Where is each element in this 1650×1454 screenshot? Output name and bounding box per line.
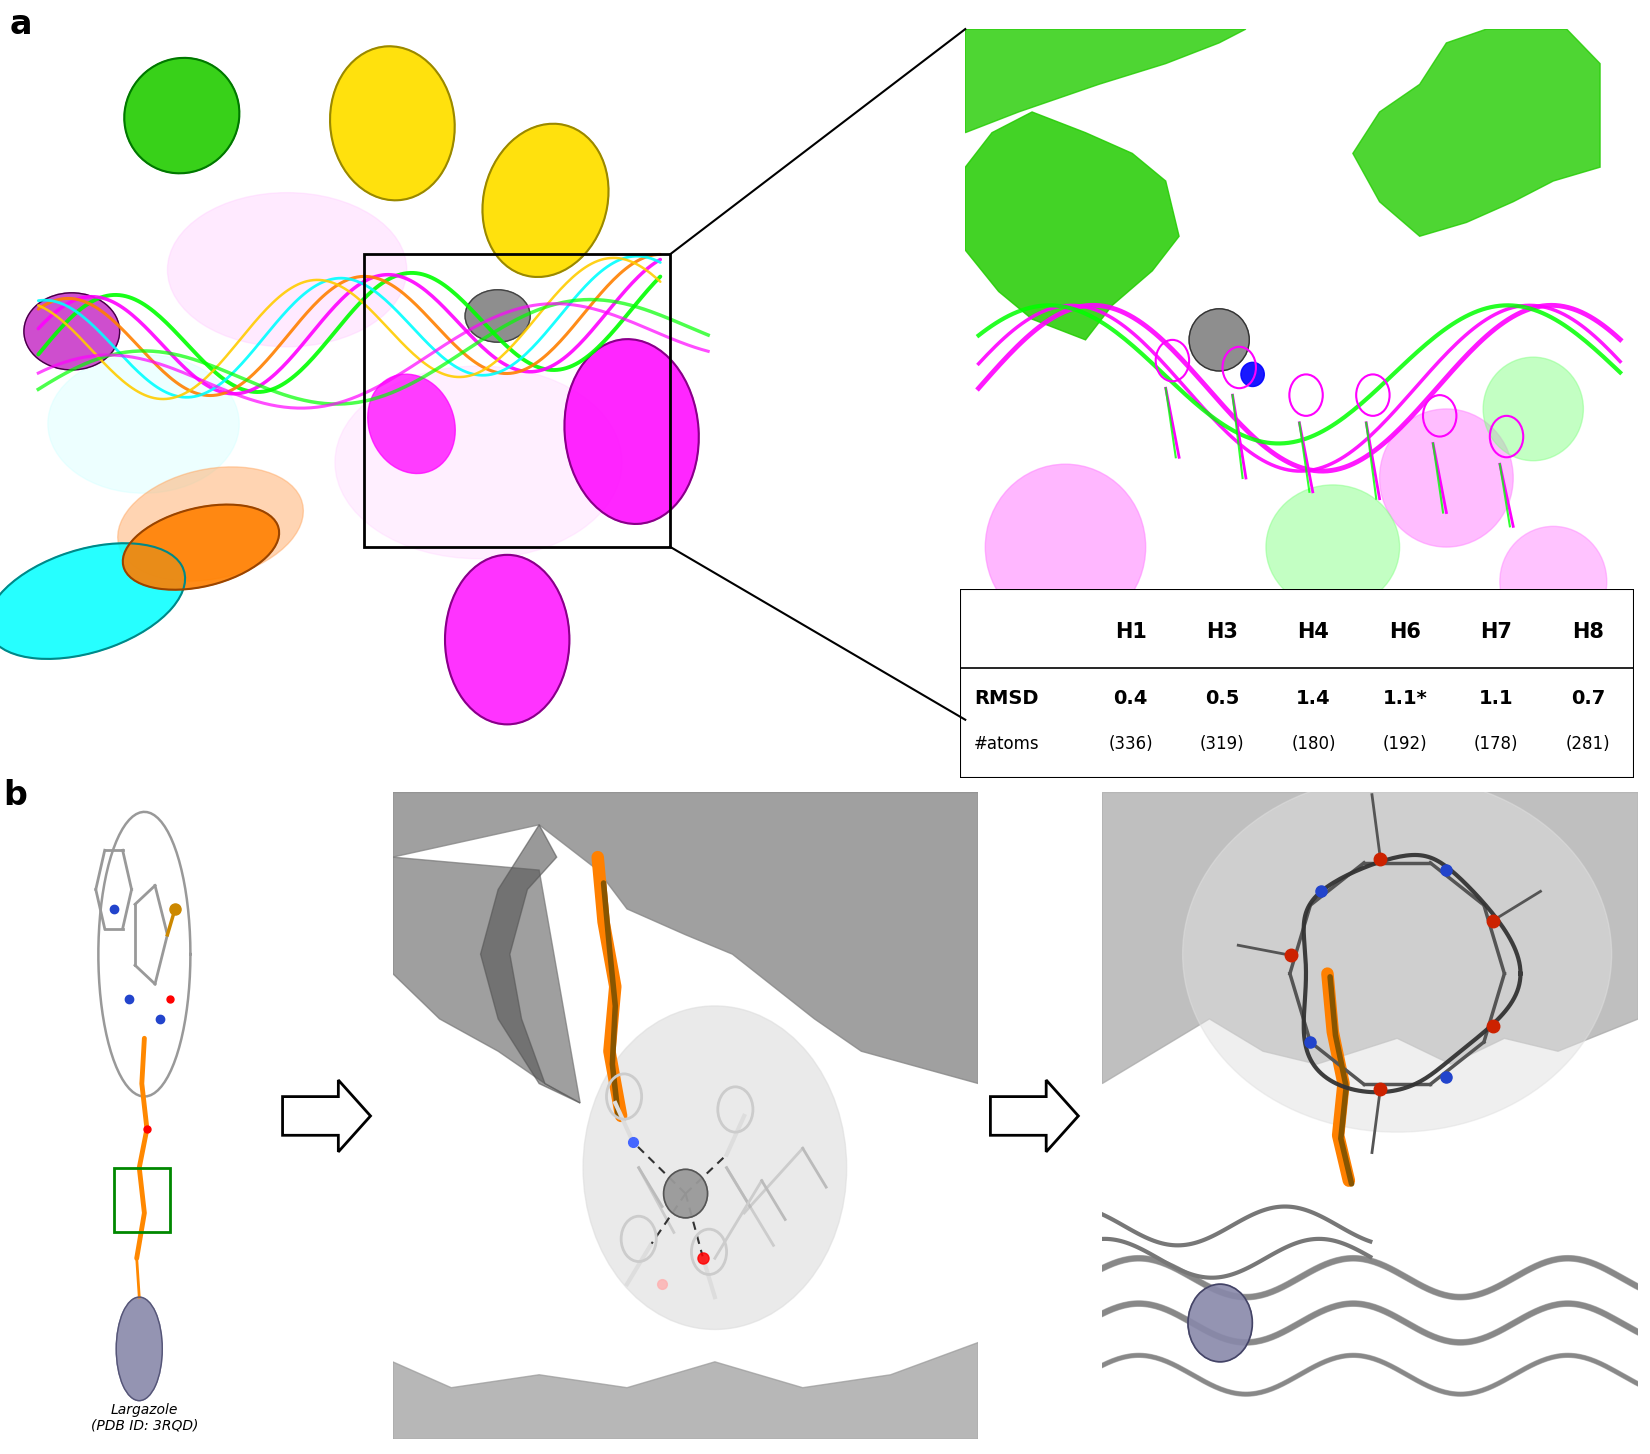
Ellipse shape <box>23 292 119 369</box>
Text: H8: H8 <box>1572 622 1604 643</box>
Ellipse shape <box>985 464 1145 630</box>
Ellipse shape <box>330 47 455 201</box>
Ellipse shape <box>1266 486 1399 609</box>
Ellipse shape <box>122 505 279 590</box>
Text: H3: H3 <box>1206 622 1238 643</box>
Ellipse shape <box>335 366 622 558</box>
Text: RMSD: RMSD <box>974 689 1038 708</box>
Ellipse shape <box>1483 358 1584 461</box>
Polygon shape <box>393 856 581 1104</box>
Ellipse shape <box>465 289 530 342</box>
Ellipse shape <box>368 374 455 474</box>
Ellipse shape <box>1379 409 1513 547</box>
Text: a: a <box>10 7 31 41</box>
Ellipse shape <box>482 124 609 278</box>
FancyArrow shape <box>990 1080 1079 1152</box>
Polygon shape <box>965 112 1180 340</box>
Ellipse shape <box>1188 1284 1252 1362</box>
Ellipse shape <box>117 467 304 582</box>
Text: 1.1: 1.1 <box>1478 689 1513 708</box>
Text: (281): (281) <box>1566 734 1610 753</box>
Ellipse shape <box>582 1006 846 1329</box>
FancyArrow shape <box>282 1080 371 1152</box>
Ellipse shape <box>663 1169 708 1218</box>
Ellipse shape <box>116 1297 162 1400</box>
Text: 0.7: 0.7 <box>1571 689 1605 708</box>
Text: 0.4: 0.4 <box>1114 689 1148 708</box>
Text: (192): (192) <box>1383 734 1427 753</box>
Text: (178): (178) <box>1473 734 1518 753</box>
Ellipse shape <box>167 193 406 346</box>
Polygon shape <box>393 1342 978 1439</box>
Bar <box>363 254 670 547</box>
Text: #atoms: #atoms <box>974 734 1040 753</box>
Ellipse shape <box>1190 308 1249 371</box>
Text: H7: H7 <box>1480 622 1513 643</box>
Polygon shape <box>965 29 1246 132</box>
Ellipse shape <box>446 555 569 724</box>
Text: Largazole
(PDB ID: 3RQD): Largazole (PDB ID: 3RQD) <box>91 1403 198 1434</box>
Text: (180): (180) <box>1292 734 1336 753</box>
Polygon shape <box>393 792 978 1083</box>
Text: H1: H1 <box>1115 622 1147 643</box>
Ellipse shape <box>942 606 1056 723</box>
Ellipse shape <box>0 544 185 659</box>
Text: H4: H4 <box>1297 622 1330 643</box>
Text: (336): (336) <box>1109 734 1153 753</box>
Ellipse shape <box>564 339 700 523</box>
Ellipse shape <box>48 355 239 493</box>
Ellipse shape <box>1241 362 1264 387</box>
Bar <box>114 1168 170 1233</box>
Text: 1.4: 1.4 <box>1297 689 1332 708</box>
Ellipse shape <box>1553 602 1647 699</box>
Text: H6: H6 <box>1389 622 1421 643</box>
Text: 0.5: 0.5 <box>1204 689 1239 708</box>
Text: (319): (319) <box>1200 734 1244 753</box>
Text: 1.1*: 1.1* <box>1383 689 1427 708</box>
Ellipse shape <box>1500 526 1607 637</box>
Polygon shape <box>1353 29 1600 237</box>
Text: b: b <box>3 779 28 813</box>
Polygon shape <box>1102 792 1638 1083</box>
Ellipse shape <box>1183 776 1612 1133</box>
Ellipse shape <box>124 58 239 173</box>
Polygon shape <box>480 824 581 1104</box>
